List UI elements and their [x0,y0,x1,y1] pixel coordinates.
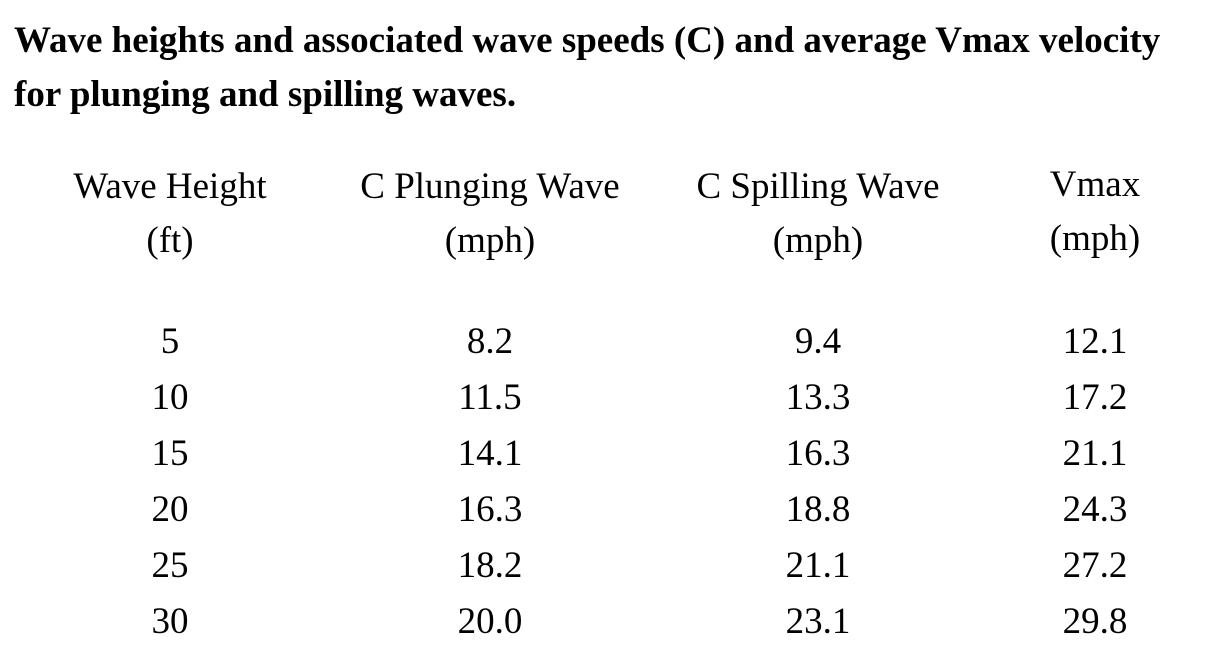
column-header-line1: C Spilling Wave [696,166,940,207]
table-cell: 11.5 [458,377,522,418]
table-cell: 20.0 [457,601,523,642]
table-cell: 24.3 [1062,489,1128,530]
table-cell: 30 [151,601,189,642]
table-cell: 23.1 [785,601,851,642]
table-cell: 20 [151,489,189,530]
table-cell: 9.4 [794,321,842,362]
table-cell: 21.1 [1062,433,1128,474]
table-cell: 13.3 [785,377,851,418]
column-header-unit: (mph) [1049,218,1141,259]
column-header-unit: (ft) [146,220,194,261]
column-c-plunging-wave: C Plunging Wave (mph) 8.2 11.5 14.1 16.3… [340,160,640,642]
table-cell: 5 [160,321,180,362]
table-cell: 17.2 [1062,377,1128,418]
table-cell: 15 [151,433,189,474]
document-title: Wave heights and associated wave speeds … [14,20,1161,115]
table-cell: 29.8 [1062,601,1128,642]
table-cell: 16.3 [785,433,851,474]
column-header-unit: (mph) [772,220,864,261]
column-header-line1: Vmax [1049,164,1141,205]
column-wave-height: Wave Height (ft) 5 10 15 20 25 30 [60,160,280,642]
column-c-spilling-wave: C Spilling Wave (mph) 9.4 13.3 16.3 18.8… [678,160,958,642]
table-cell: 25 [151,545,189,586]
column-header-line1: Wave Height [73,166,267,207]
column-header-unit: (mph) [444,220,536,261]
table-cell: 12.1 [1062,321,1128,362]
table-cell: 27.2 [1062,545,1128,586]
column-header-line1: C Plunging Wave [360,166,620,207]
column-vmax: Vmax (mph) 12.1 17.2 21.1 24.3 27.2 29.8 [1020,158,1170,642]
table-cell: 18.8 [785,489,851,530]
table-cell: 14.1 [457,433,523,474]
table-cell: 18.2 [457,545,523,586]
table-cell: 8.2 [466,321,514,362]
table-cell: 10 [151,377,189,418]
table-cell: 21.1 [785,545,851,586]
table-cell: 16.3 [457,489,523,530]
